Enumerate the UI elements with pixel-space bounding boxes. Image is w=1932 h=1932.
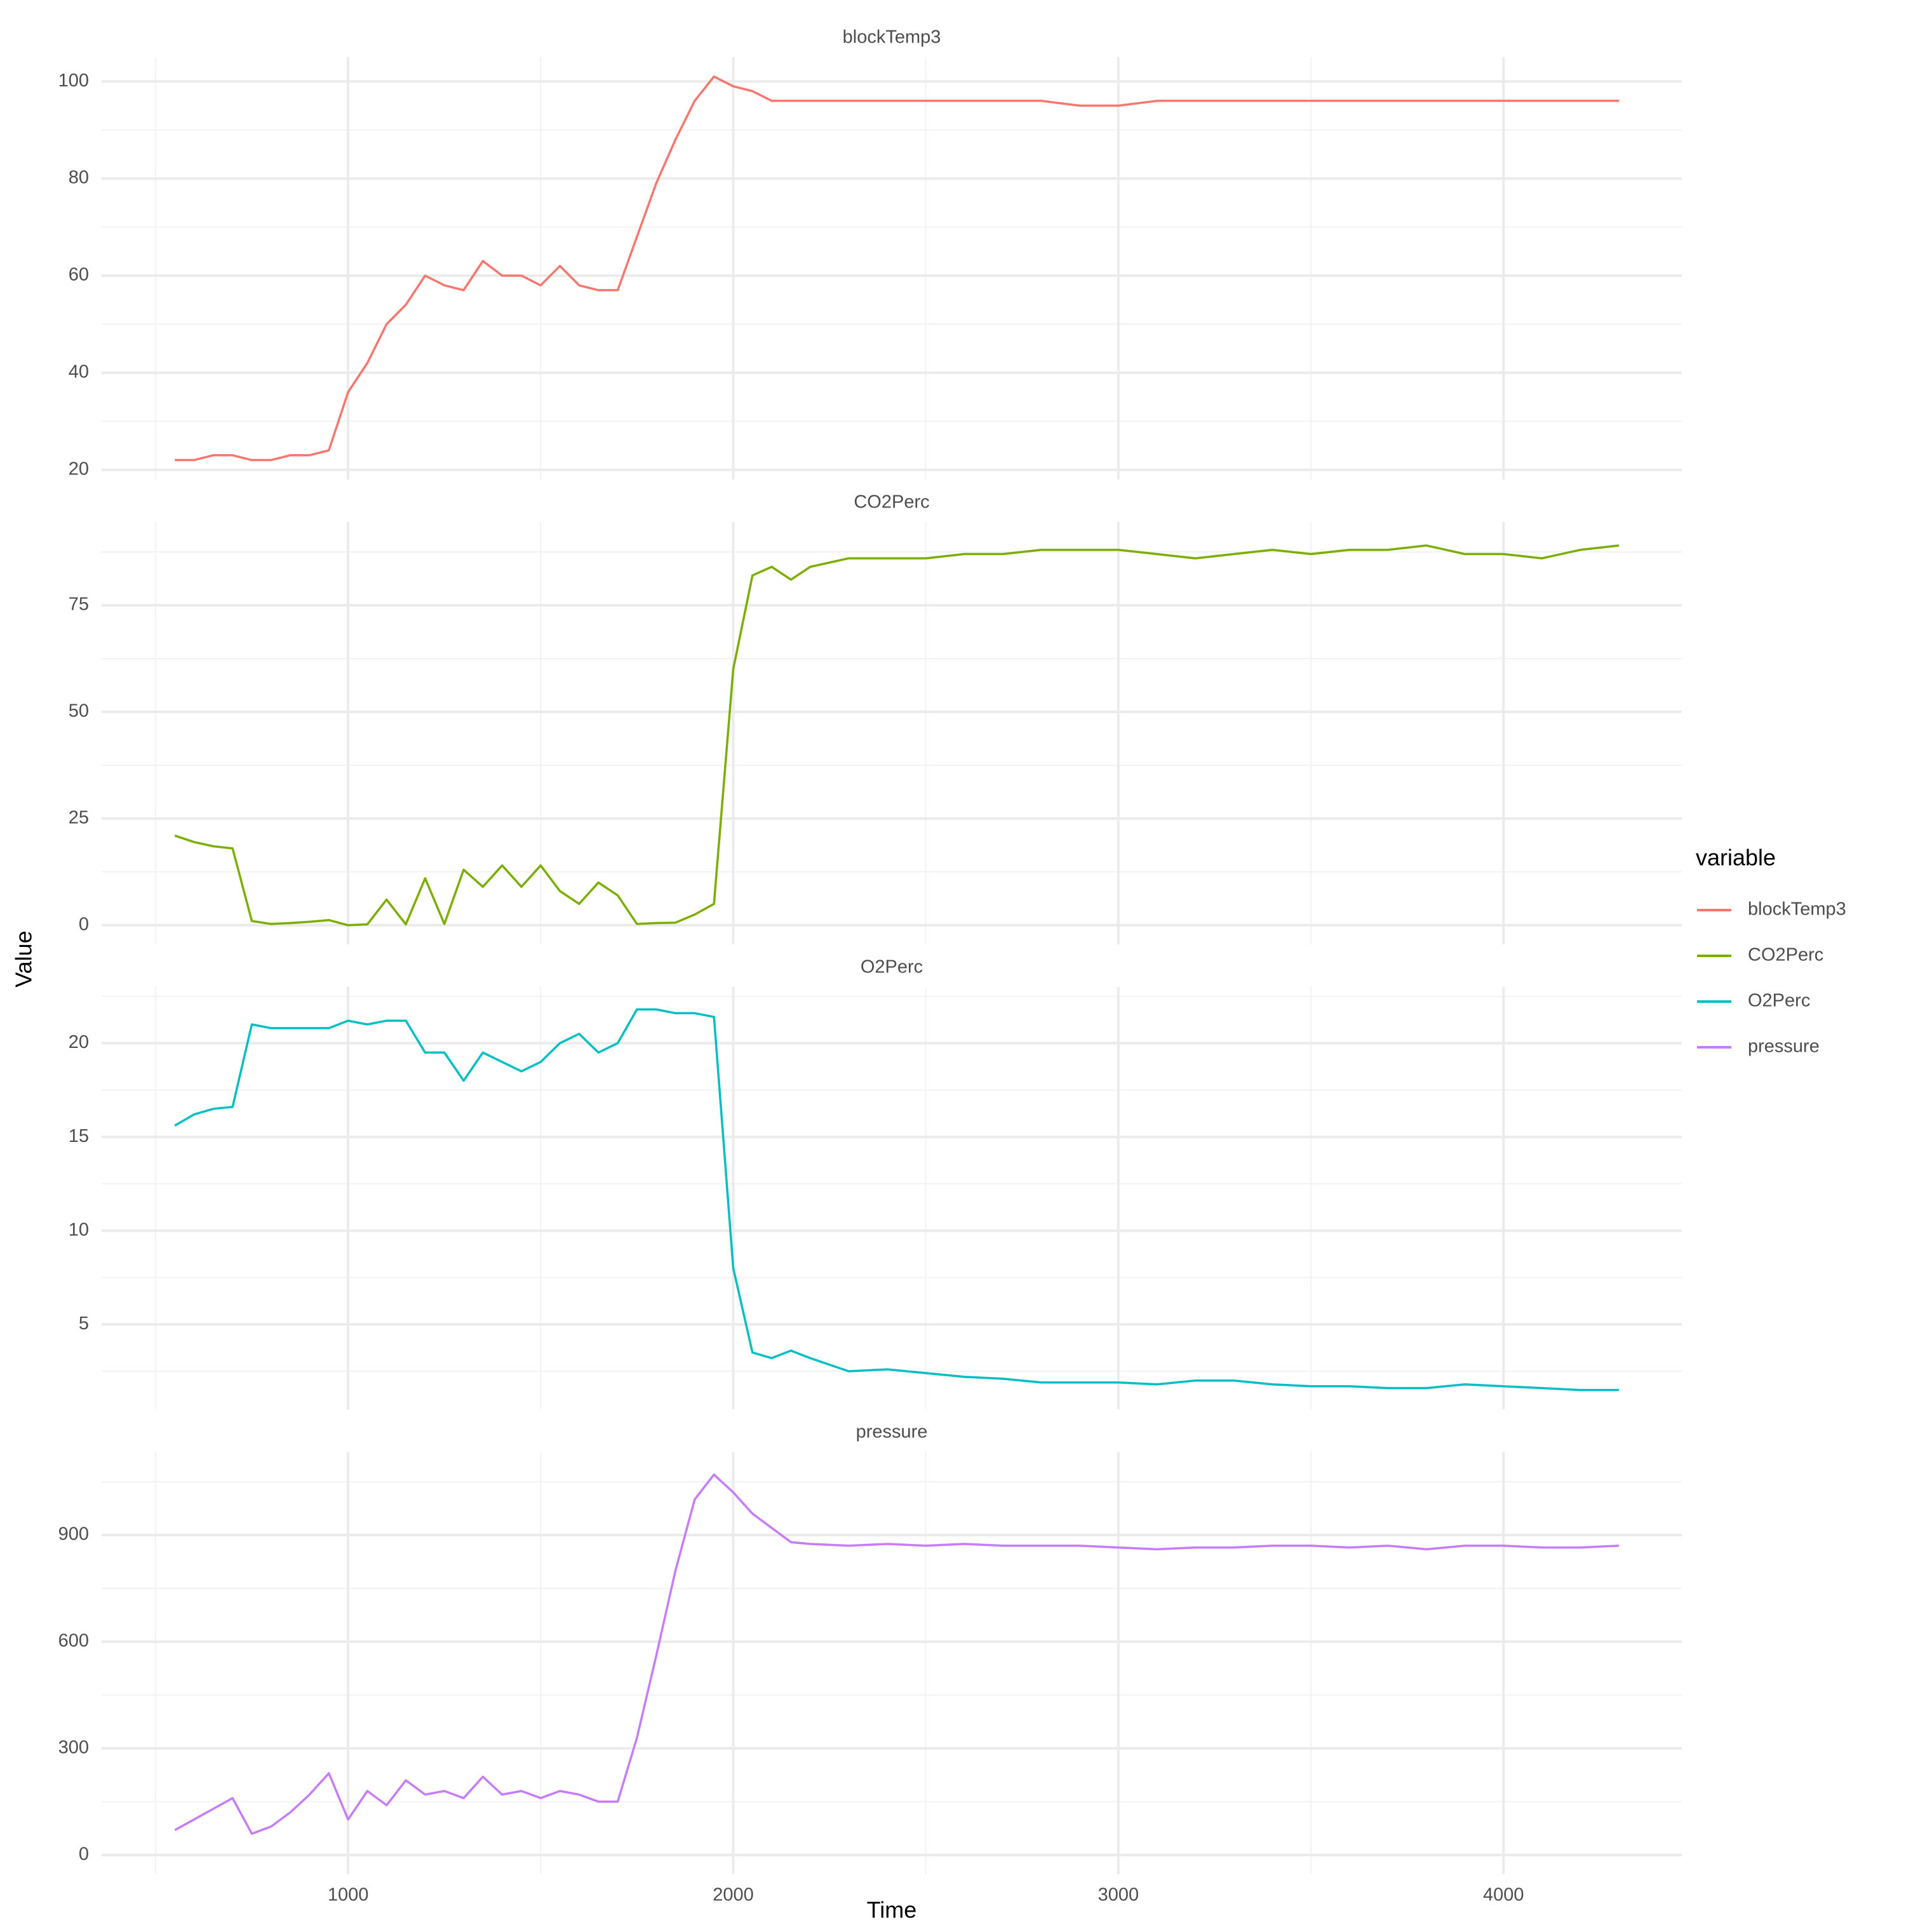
series-line bbox=[174, 1473, 1620, 1835]
legend-label: blockTemp3 bbox=[1748, 899, 1846, 920]
facet-title: pressure bbox=[856, 1422, 928, 1442]
y-axis-title: Value bbox=[11, 930, 37, 987]
y-tick-label: 15 bbox=[69, 1126, 89, 1146]
y-tick-label: 50 bbox=[69, 701, 89, 721]
series-line bbox=[174, 544, 1620, 927]
y-tick-label: 40 bbox=[69, 361, 89, 382]
series-line bbox=[174, 1008, 1620, 1392]
facet-title: blockTemp3 bbox=[843, 27, 941, 48]
x-tick-label: 1000 bbox=[328, 1885, 369, 1905]
y-tick-label: 10 bbox=[69, 1219, 89, 1240]
y-tick-label: 25 bbox=[69, 807, 89, 828]
y-tick-label: 900 bbox=[58, 1524, 89, 1545]
x-axis-title: Time bbox=[867, 1897, 917, 1923]
facet-title: CO2Perc bbox=[854, 492, 929, 513]
y-tick-label: 0 bbox=[79, 914, 89, 934]
y-tick-label: 300 bbox=[58, 1737, 89, 1757]
y-tick-label: 20 bbox=[69, 459, 89, 479]
x-tick-label: 2000 bbox=[713, 1885, 754, 1905]
legend-label: CO2Perc bbox=[1748, 945, 1823, 965]
legend-label: pressure bbox=[1748, 1036, 1820, 1057]
facet-title: O2Perc bbox=[861, 957, 923, 977]
legend-label: O2Perc bbox=[1748, 991, 1810, 1011]
series-line bbox=[175, 75, 1620, 462]
y-tick-label: 80 bbox=[69, 168, 89, 188]
y-tick-label: 600 bbox=[58, 1631, 89, 1651]
x-tick-label: 4000 bbox=[1483, 1885, 1524, 1905]
y-tick-label: 20 bbox=[69, 1032, 89, 1052]
y-tick-label: 60 bbox=[69, 265, 89, 285]
x-tick-label: 3000 bbox=[1098, 1885, 1139, 1905]
y-tick-label: 5 bbox=[79, 1313, 89, 1334]
legend-title: variable bbox=[1696, 845, 1776, 871]
y-tick-label: 75 bbox=[69, 594, 89, 615]
y-tick-label: 100 bbox=[58, 70, 89, 91]
y-tick-label: 0 bbox=[79, 1844, 89, 1864]
